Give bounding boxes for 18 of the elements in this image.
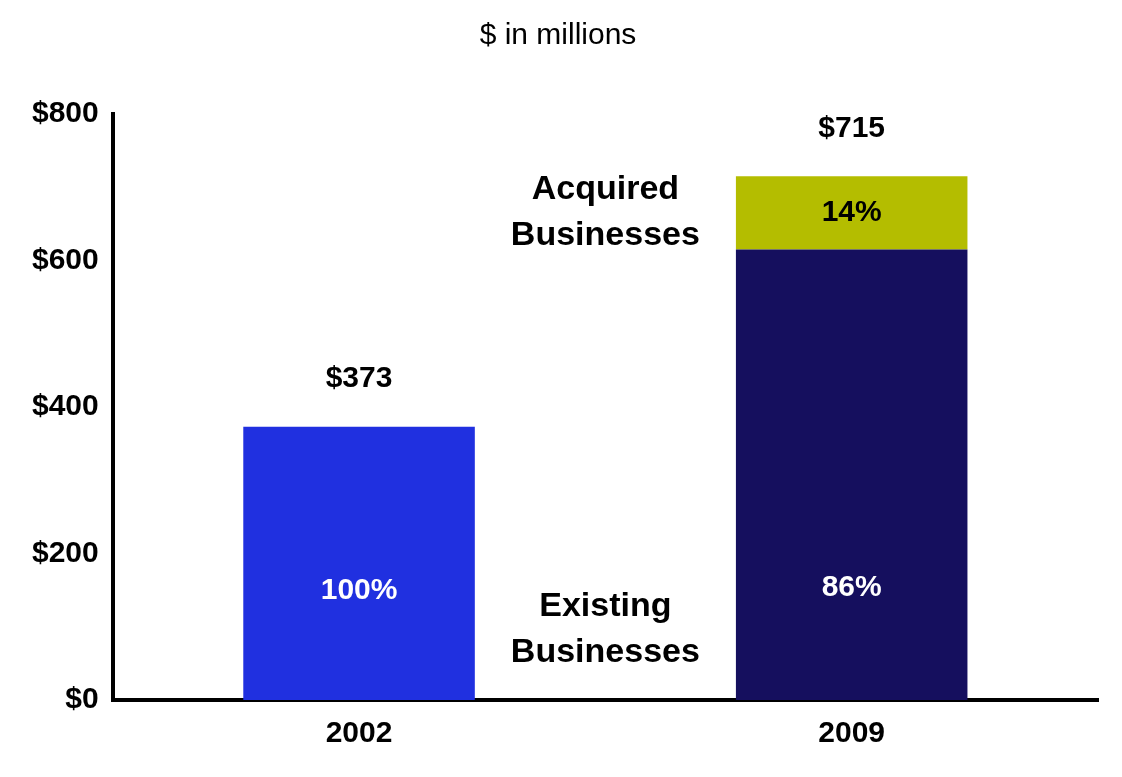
- bar: [735, 249, 968, 700]
- chart-title: $ in millions: [479, 17, 637, 51]
- y-tick-label: $0: [65, 681, 99, 715]
- total-label: $715: [818, 109, 886, 143]
- series-label: Acquired Businesses: [510, 168, 700, 253]
- total-label: $373: [325, 360, 393, 394]
- annotation: 14%: [821, 194, 882, 228]
- x-tick-label: 2002: [325, 715, 393, 749]
- y-tick-label: $400: [31, 388, 99, 422]
- bar: [735, 176, 968, 250]
- series-label: Existing Businesses: [510, 585, 700, 670]
- annotation: 86%: [821, 568, 882, 602]
- x-tick-label: 2009: [818, 715, 886, 749]
- y-tick-label: $200: [31, 534, 99, 568]
- annotation: 100%: [320, 571, 398, 605]
- y-tick-label: $600: [31, 241, 99, 275]
- bar: [243, 426, 475, 700]
- y-tick-label: $800: [31, 95, 99, 129]
